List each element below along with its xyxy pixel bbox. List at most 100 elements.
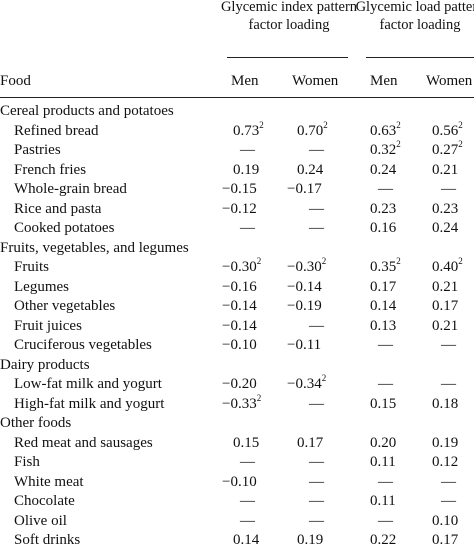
value-text: 0.24 — [370, 161, 397, 178]
gl-women-value: — — [441, 336, 456, 354]
value-text: 0.12 — [432, 454, 459, 470]
footnote-marker: 2 — [323, 119, 328, 130]
footnote-marker: 2 — [256, 256, 262, 266]
gl-men-value: 0.632 — [370, 120, 401, 140]
gl-men-value: 0.11 — [370, 453, 396, 471]
gi-women-value: — — [309, 219, 324, 237]
group-label: Dairy products — [0, 356, 90, 373]
value-text: −0.14 — [222, 298, 257, 314]
gl-men-value: 0.352 — [370, 256, 401, 276]
gi-pattern-heading: Glycemic index pattern factor loading — [220, 0, 358, 33]
value-text: 0.17 — [432, 532, 459, 548]
gi-women-value: 0.17 — [297, 434, 323, 452]
value-text: 0.19 — [432, 434, 459, 451]
food-label: Fish — [14, 454, 40, 470]
footnote-marker: 2 — [396, 139, 401, 149]
gl-women-value: 0.24 — [432, 219, 458, 237]
gl-women-value: 0.17 — [432, 297, 458, 315]
footnote-marker: 2 — [321, 373, 327, 383]
footnote-marker: 2 — [458, 119, 463, 130]
group-label: Other foods — [0, 415, 72, 431]
value-text: 0.22 — [370, 532, 397, 548]
value-text: — — [378, 512, 393, 529]
gl-men-value: 0.14 — [370, 297, 396, 315]
value-text: 0.35 — [370, 259, 397, 275]
footnote-marker: 2 — [396, 256, 401, 266]
value-text: 0.63 — [370, 122, 397, 139]
food-label: Other vegetables — [14, 298, 116, 314]
gi-women-value: — — [309, 492, 324, 510]
gl-men-value: 0.322 — [370, 139, 401, 159]
value-text: 0.24 — [297, 161, 324, 178]
value-text: 0.21 — [432, 317, 459, 334]
food-label: Red meat and sausages — [14, 434, 153, 451]
value-text: — — [378, 181, 393, 197]
value-text: 0.10 — [432, 512, 459, 529]
gl-women-value: 0.21 — [432, 161, 458, 179]
value-text: 0.14 — [370, 298, 397, 314]
value-text: — — [309, 493, 324, 509]
value-text: — — [441, 181, 456, 197]
value-text: — — [240, 142, 255, 158]
gl-men-value: — — [378, 473, 393, 491]
gi-men-value: −0.20 — [222, 375, 257, 393]
gi-men-value: −0.302 — [222, 256, 262, 276]
gi-header-rule — [227, 57, 348, 58]
value-text: −0.14 — [287, 278, 322, 295]
value-text: 0.70 — [297, 122, 324, 139]
gi-men-value: −0.12 — [222, 200, 257, 218]
gl-women-value: 0.21 — [432, 317, 458, 335]
gi-women-value: −0.302 — [287, 257, 326, 276]
food-label: White meat — [14, 473, 84, 490]
value-text: 0.32 — [370, 142, 397, 158]
value-text: −0.30 — [222, 259, 257, 275]
value-text: −0.10 — [222, 473, 257, 490]
group-label: Fruits, vegetables, and legumes — [0, 239, 189, 256]
gi-women-header: Women — [292, 73, 339, 89]
gl-men-value: — — [378, 336, 393, 354]
food-label: Legumes — [14, 278, 69, 295]
value-text: 0.11 — [370, 454, 396, 470]
food-label: Pastries — [14, 142, 61, 158]
food-label: Fruit juices — [14, 317, 82, 334]
value-text: 0.24 — [432, 220, 459, 236]
gi-women-value: −0.342 — [287, 373, 327, 393]
gl-women-value: 0.18 — [432, 395, 458, 413]
value-text: — — [309, 395, 324, 412]
value-text: — — [240, 493, 255, 509]
value-text: — — [309, 512, 324, 529]
value-text: — — [309, 473, 324, 490]
value-text: −0.30 — [287, 259, 322, 275]
value-text: — — [378, 473, 393, 490]
gi-women-value: — — [309, 141, 324, 159]
gl-men-value: 0.23 — [370, 200, 396, 218]
footnote-marker: 2 — [458, 256, 463, 266]
gi-men-value: −0.14 — [222, 297, 257, 315]
gi-women-value: — — [309, 395, 324, 413]
value-text: −0.15 — [222, 181, 257, 197]
value-text: — — [240, 454, 255, 470]
food-label: Whole-grain bread — [14, 181, 127, 197]
gl-pattern-heading: Glycemic load pattern factor loading — [355, 0, 474, 33]
value-text: — — [441, 376, 456, 392]
value-text: −0.11 — [287, 337, 322, 353]
food-label: Refined bread — [14, 122, 99, 139]
value-text: — — [240, 512, 255, 529]
gl-men-header: Men — [370, 73, 398, 89]
value-text: 0.21 — [432, 161, 459, 178]
footnote-marker: 2 — [259, 119, 264, 130]
gi-men-value: — — [240, 512, 255, 530]
food-label: Chocolate — [14, 493, 75, 509]
value-text: −0.19 — [287, 298, 322, 314]
food-label: French fries — [14, 161, 87, 178]
gi-men-header: Men — [231, 73, 259, 89]
value-text: — — [441, 337, 456, 353]
gl-men-value: 0.22 — [370, 531, 396, 549]
value-text: 0.15 — [370, 395, 397, 412]
gl-women-value: 0.10 — [432, 512, 458, 530]
gl-men-value: 0.17 — [370, 278, 396, 296]
value-text: −0.17 — [287, 181, 322, 197]
food-label: Fruits — [14, 259, 50, 275]
food-label: Rice and pasta — [14, 200, 102, 217]
gi-women-value: 0.702 — [297, 119, 328, 140]
